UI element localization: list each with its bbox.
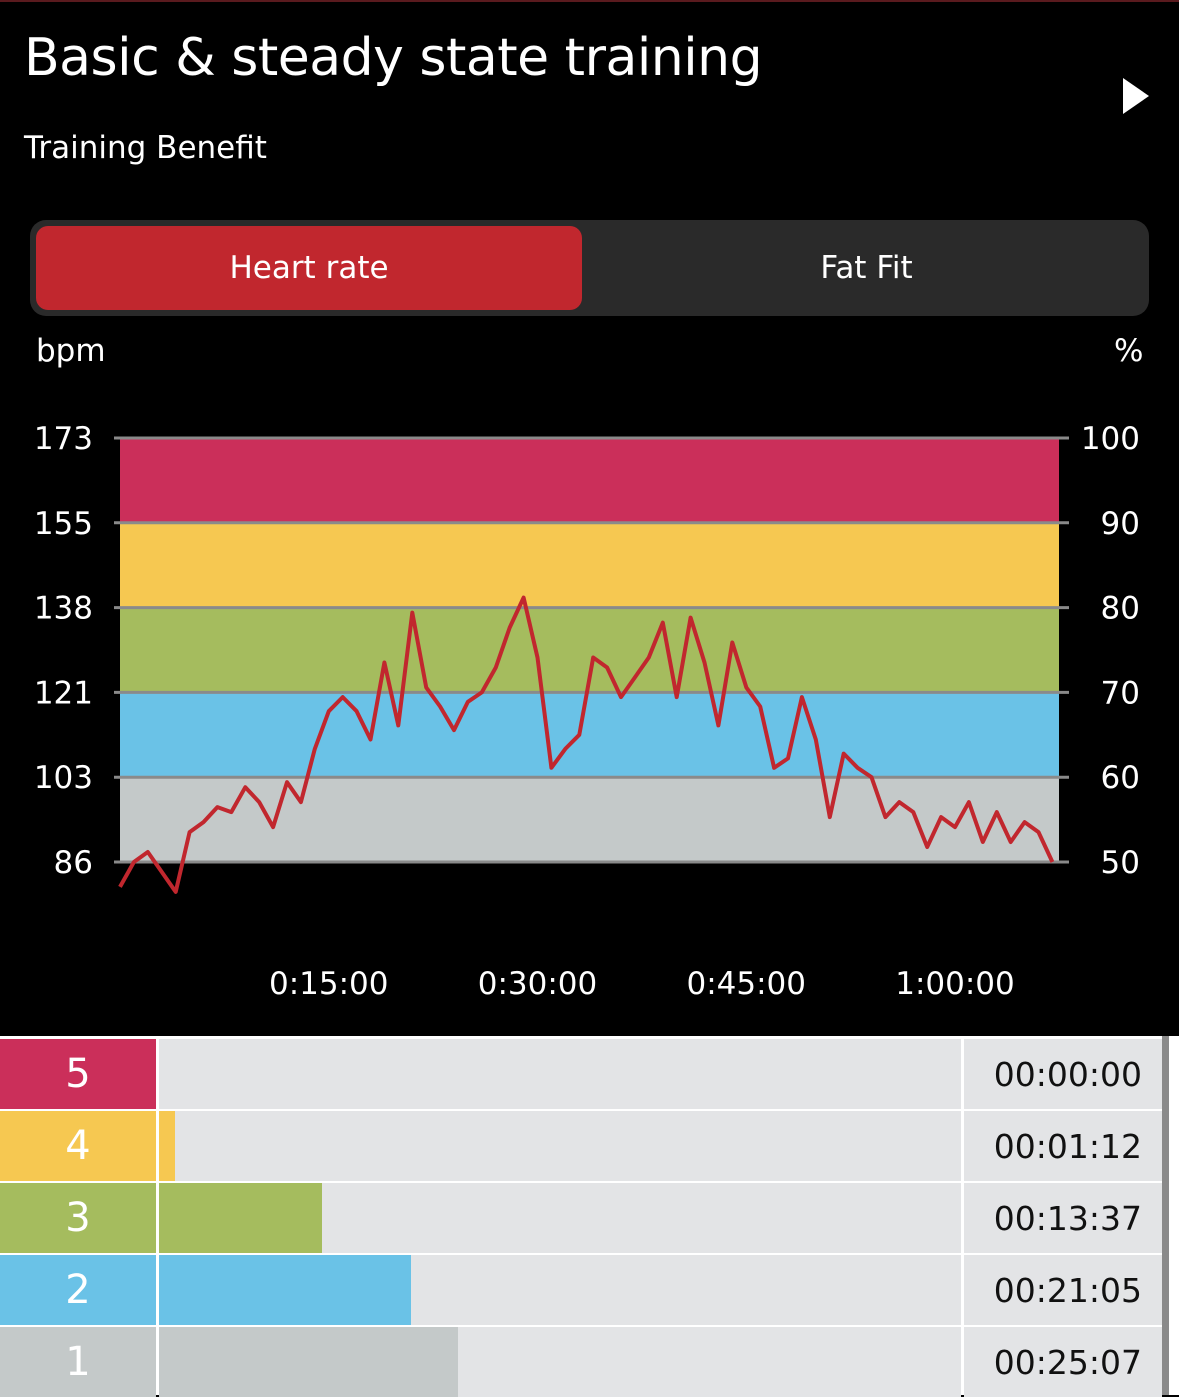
- x-tick-label: 0:30:00: [478, 966, 598, 1002]
- zone-band-4: [120, 522, 1059, 608]
- zone-time: 00:21:05: [964, 1255, 1162, 1325]
- zone-row-2: 2 00:21:05: [0, 1255, 1162, 1325]
- zone-time: 00:01:12: [964, 1111, 1162, 1181]
- y-tick-label-right: 100: [1081, 421, 1140, 457]
- y-tick-label-left: 173: [34, 421, 93, 457]
- zone-bar: [159, 1327, 459, 1397]
- play-icon[interactable]: [1123, 78, 1149, 114]
- zone-row-4: 4 00:01:12: [0, 1111, 1162, 1181]
- heart-rate-chart: 173 100 155 90 138 80 121 70 103 60 86 50 0:15:00 0:3…: [34, 421, 1140, 1002]
- zone-track: [159, 1327, 961, 1397]
- zone-number: 1: [0, 1327, 156, 1397]
- zone-time: 00:25:07: [964, 1327, 1162, 1397]
- zone-summary: 5 00:00:00 4 00:01:12 3 00:13:37 2 00:21…: [0, 1036, 1179, 1397]
- zone-bar: [159, 1255, 411, 1325]
- x-tick-label: 0:15:00: [269, 966, 389, 1002]
- heart-rate-line: [118, 595, 1055, 894]
- y-axis-unit-left: bpm: [36, 333, 106, 369]
- y-axis-unit-right: %: [1114, 333, 1144, 369]
- y-tick-label-left: 86: [54, 845, 93, 881]
- zone-number: 3: [0, 1183, 156, 1253]
- zone-track: [159, 1039, 961, 1109]
- y-tick-label-right: 50: [1101, 845, 1140, 881]
- y-tick-label-right: 70: [1101, 675, 1140, 711]
- zone-band-5: [120, 438, 1059, 523]
- zone-time: 00:13:37: [964, 1183, 1162, 1253]
- zone-track: [159, 1111, 961, 1181]
- y-tick-label-right: 80: [1101, 591, 1140, 627]
- y-tick-label-left: 121: [34, 675, 93, 711]
- zone-row-1: 1 00:25:07: [0, 1327, 1162, 1397]
- zone-track: [159, 1183, 961, 1253]
- zone-number: 5: [0, 1039, 156, 1109]
- zone-time: 00:00:00: [964, 1039, 1162, 1109]
- zone-bar: [159, 1111, 175, 1181]
- y-tick-label-left: 155: [34, 506, 93, 542]
- tab-heart-rate[interactable]: Heart rate: [36, 226, 582, 310]
- y-tick-label-left: 138: [34, 591, 93, 627]
- scrollbar[interactable]: [1162, 1036, 1169, 1395]
- chart-mode-toggle: Heart rate Fat Fit: [30, 220, 1149, 316]
- y-tick-label-left: 103: [34, 760, 93, 796]
- page-subtitle: Training Benefit: [24, 130, 267, 166]
- zone-bar: [159, 1183, 322, 1253]
- zone-row-5: 5 00:00:00: [0, 1039, 1162, 1109]
- top-divider: [0, 0, 1179, 2]
- x-tick-label: 1:00:00: [895, 966, 1015, 1002]
- y-tick-label-right: 60: [1101, 760, 1140, 796]
- zone-number: 4: [0, 1111, 156, 1181]
- tab-fat-fit[interactable]: Fat Fit: [820, 250, 913, 286]
- zone-track: [159, 1255, 961, 1325]
- zone-row-3: 3 00:13:37: [0, 1183, 1162, 1253]
- page-title: Basic & steady state training: [24, 28, 763, 88]
- x-tick-label: 0:45:00: [686, 966, 806, 1002]
- zone-band-2: [120, 692, 1059, 778]
- zone-number: 2: [0, 1255, 156, 1325]
- y-tick-label-right: 90: [1101, 506, 1140, 542]
